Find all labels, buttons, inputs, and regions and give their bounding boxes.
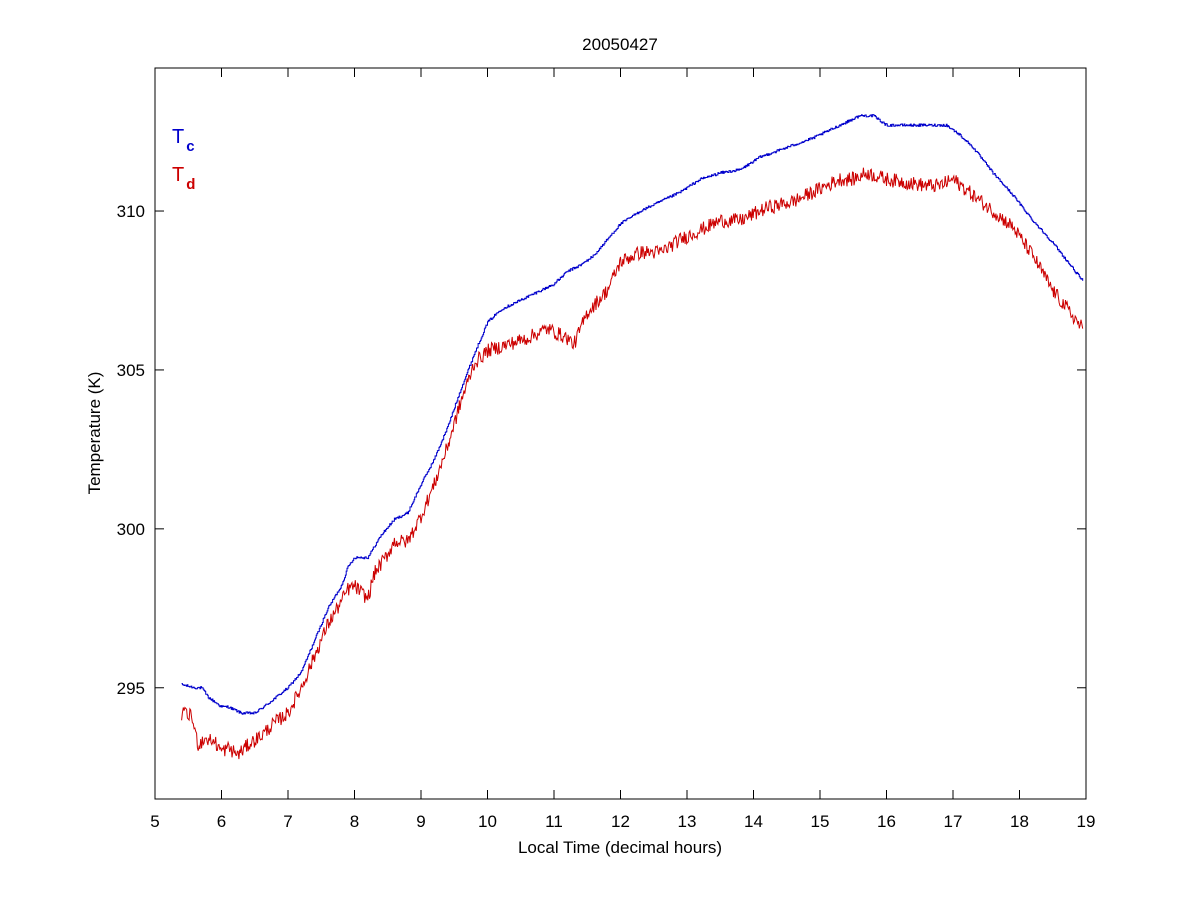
x-tick-label: 7 <box>283 812 292 831</box>
x-tick-label: 16 <box>877 812 896 831</box>
x-tick-label: 6 <box>217 812 226 831</box>
x-axis-label: Local Time (decimal hours) <box>518 838 722 857</box>
y-tick-label: 295 <box>117 679 145 698</box>
x-tick-label: 9 <box>416 812 425 831</box>
x-tick-label: 17 <box>944 812 963 831</box>
x-tick-label: 12 <box>611 812 630 831</box>
x-tick-label: 13 <box>678 812 697 831</box>
x-axis-ticks: 5 6 7 8 9 10 11 12 13 14 15 16 17 18 19 <box>150 68 1095 831</box>
x-tick-label: 8 <box>350 812 359 831</box>
y-tick-label: 300 <box>117 520 145 539</box>
series-line-td <box>181 167 1084 760</box>
x-tick-label: 15 <box>811 812 830 831</box>
y-tick-label: 310 <box>117 202 145 221</box>
x-tick-label: 10 <box>478 812 497 831</box>
series-line-tc <box>181 114 1084 715</box>
x-tick-label: 14 <box>744 812 763 831</box>
y-axis-label: Temperature (K) <box>85 372 104 495</box>
x-tick-label: 19 <box>1077 812 1096 831</box>
y-tick-label: 305 <box>117 361 145 380</box>
chart-title: 20050427 <box>582 35 658 54</box>
x-tick-label: 5 <box>150 812 159 831</box>
x-tick-label: 11 <box>545 812 563 831</box>
y-axis-ticks: 295 300 305 310 <box>117 202 1086 698</box>
plot-lines <box>181 114 1084 760</box>
x-tick-label: 18 <box>1010 812 1029 831</box>
